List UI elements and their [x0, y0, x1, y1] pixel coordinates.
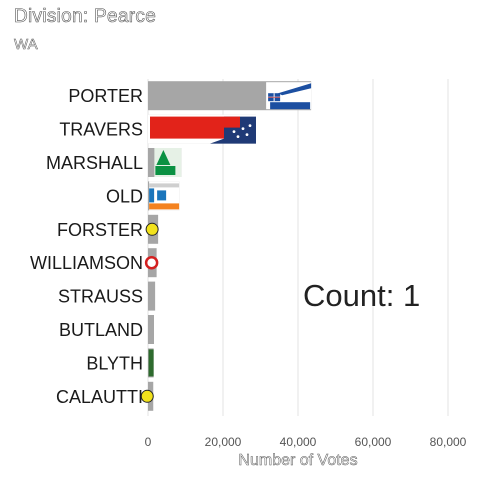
greens-logo	[154, 148, 182, 177]
x-tick-label: 60,000	[355, 435, 392, 449]
candidate-label: CALAUTTI	[56, 387, 143, 407]
candidate-label: TRAVERS	[59, 120, 143, 140]
bar-butland	[148, 315, 154, 344]
x-axis-label: Number of Votes	[238, 452, 358, 470]
yellow-party-logo	[145, 222, 159, 236]
chart-title: Division: Pearce	[14, 6, 157, 28]
x-axis-ticks: 0 20,000 40,000 60,000 80,000	[145, 435, 467, 449]
candidate-label: BLYTH	[86, 353, 143, 373]
candidate-label: OLD	[106, 186, 143, 206]
one-nation-logo	[149, 181, 180, 211]
candidate-labels: PORTER TRAVERS MARSHALL OLD FORSTER WILLIAMSO…	[30, 86, 143, 407]
x-tick-label: 20,000	[205, 435, 242, 449]
count-value: 1	[402, 278, 421, 313]
count-label: Count:	[303, 278, 395, 313]
count-indicator: Count: 1	[303, 278, 420, 314]
party-logos	[140, 82, 312, 403]
chart-subtitle: WA	[14, 36, 38, 54]
x-tick-label: 0	[145, 435, 152, 449]
red-party-logo	[144, 255, 159, 270]
candidate-label: FORSTER	[57, 220, 143, 240]
liberal-logo	[266, 82, 312, 110]
bar-strauss	[148, 281, 156, 311]
green-party-logo	[148, 349, 154, 377]
candidate-label: MARSHALL	[46, 153, 143, 173]
candidate-label: STRAUSS	[58, 287, 143, 307]
x-tick-label: 40,000	[280, 435, 317, 449]
candidate-label: WILLIAMSON	[30, 253, 143, 273]
x-tick-label: 80,000	[430, 435, 467, 449]
candidate-label: BUTLAND	[59, 320, 143, 340]
labor-logo	[148, 114, 256, 144]
candidate-label: PORTER	[68, 86, 143, 106]
yellow-party-logo	[140, 389, 154, 403]
